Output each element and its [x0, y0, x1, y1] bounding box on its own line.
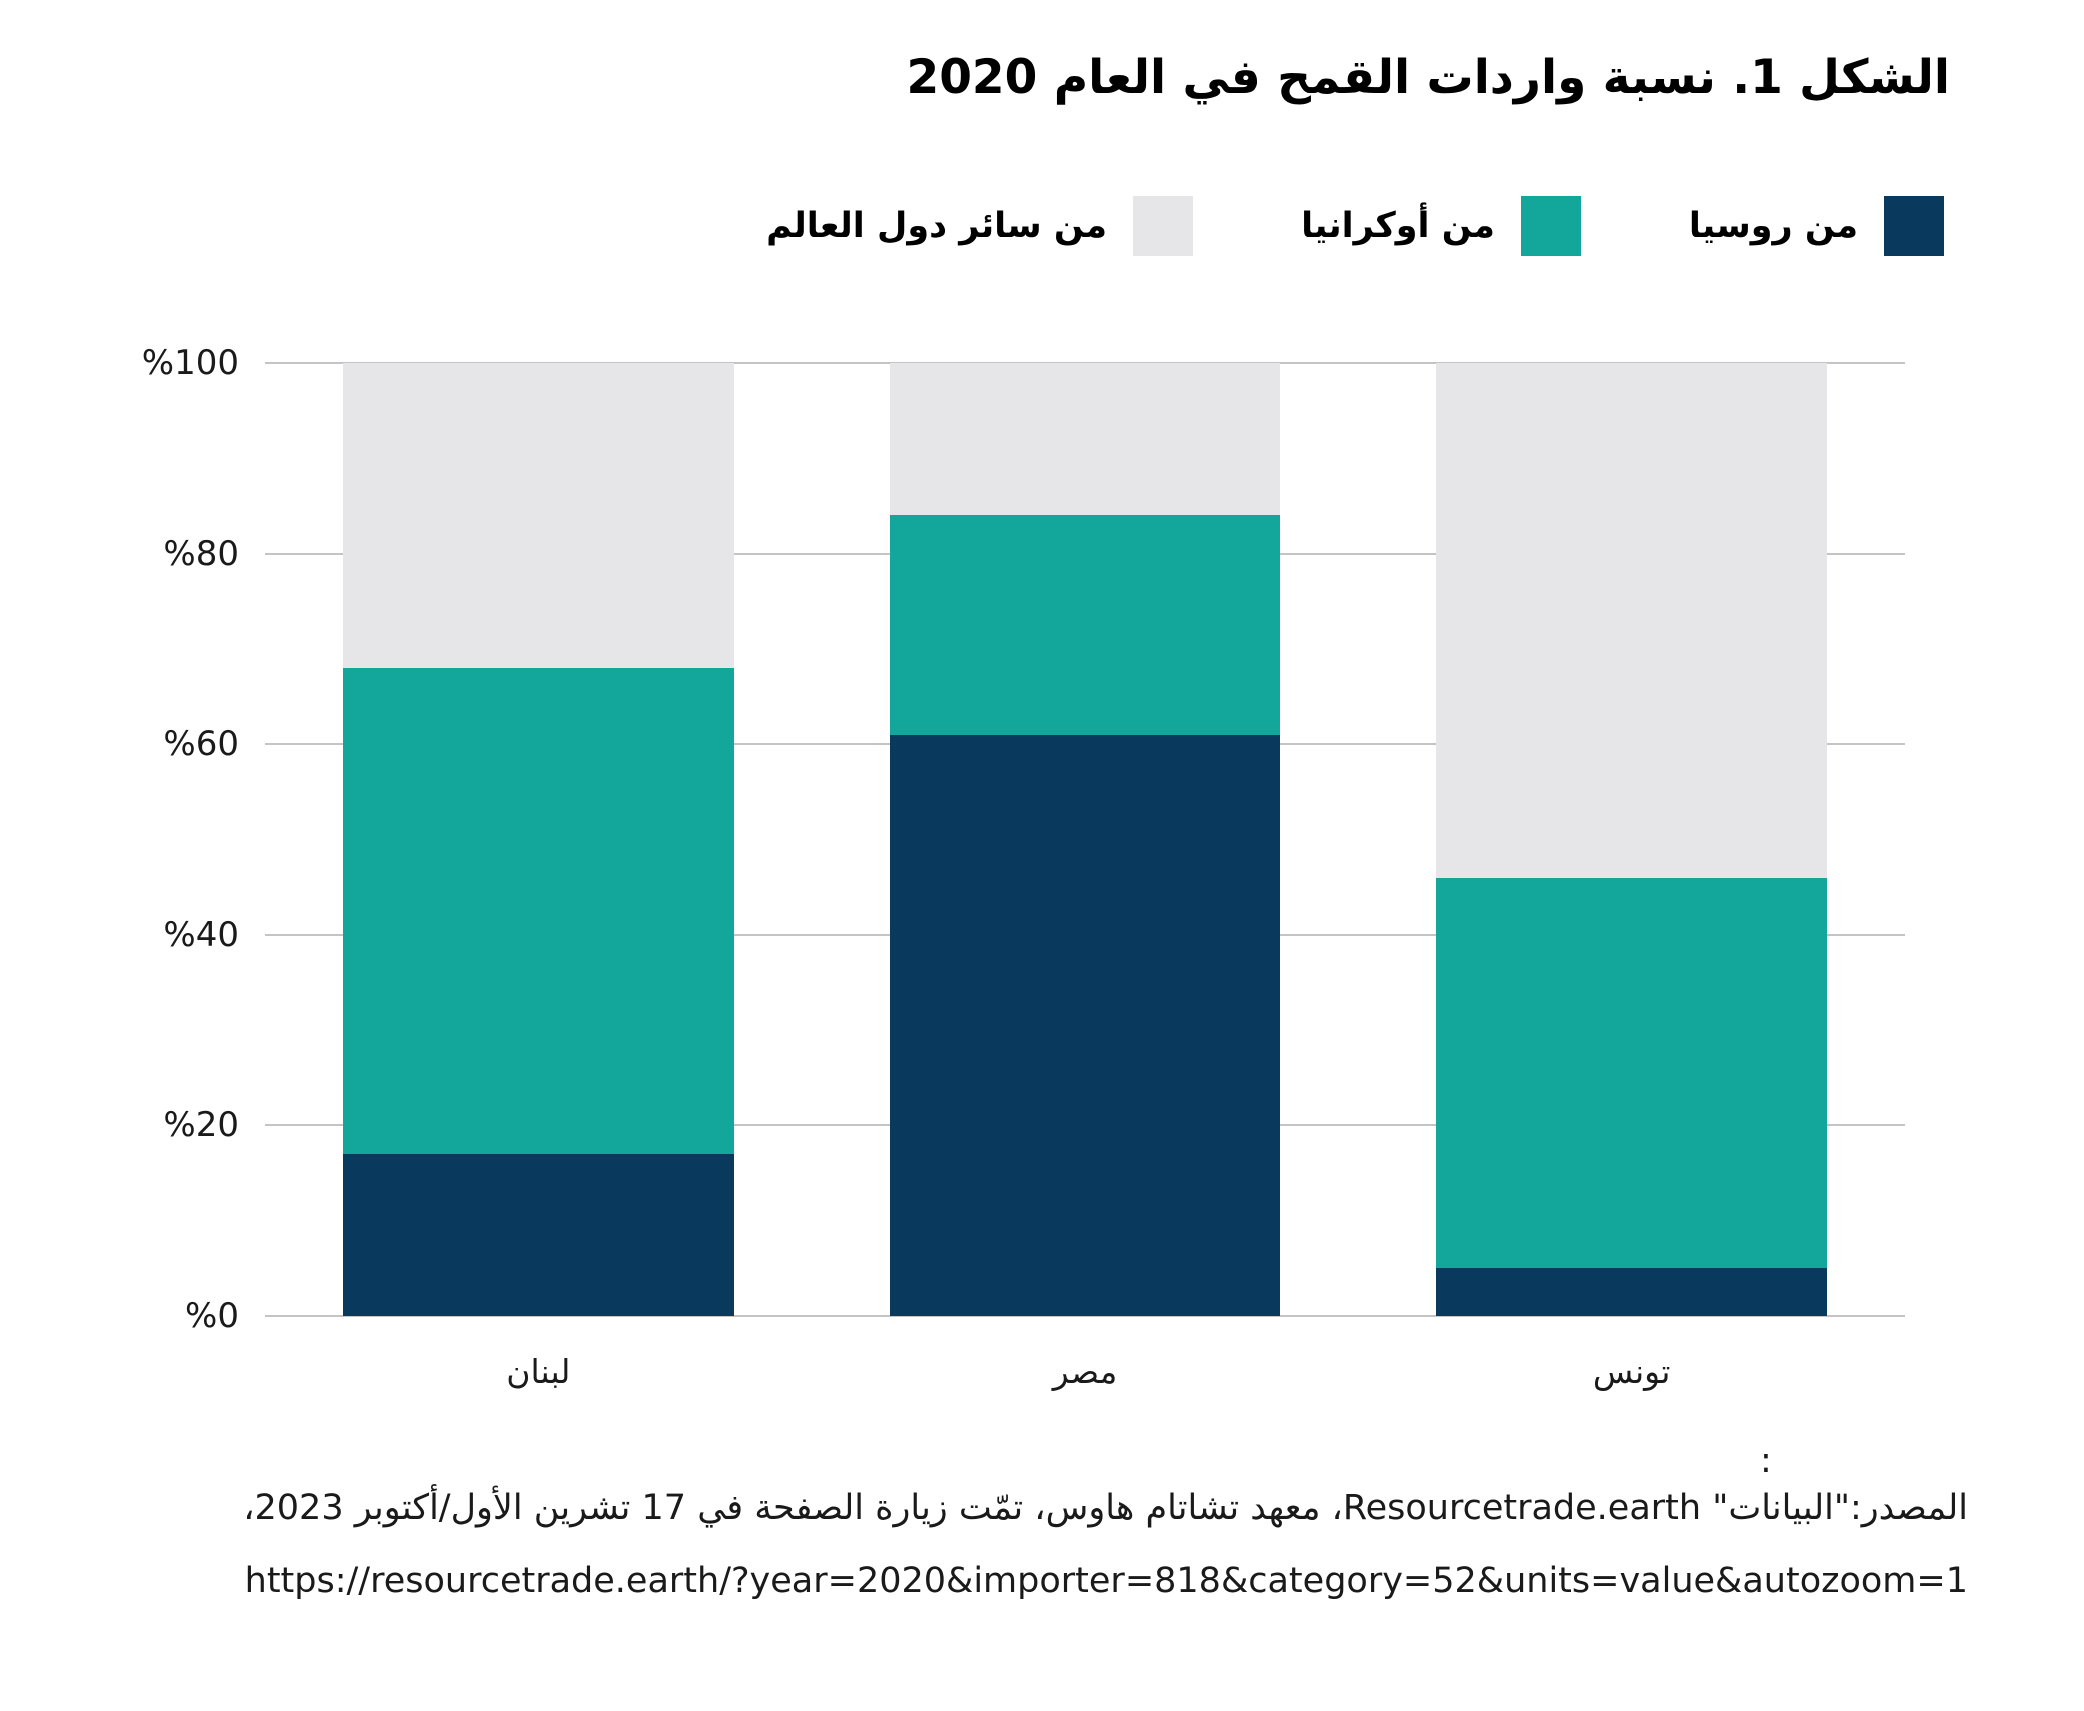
legend-item-russia: من روسيا: [1689, 196, 1944, 256]
ukraine-color-swatch: [1520, 196, 1581, 256]
bar-lebanon: [342, 363, 734, 1316]
segment-ukraine-tunisia: [1436, 877, 1828, 1269]
y-axis-tick-0: %0: [185, 1296, 239, 1336]
figure-title: الشكل 1. نسبة واردات القمح في العام 2020: [906, 50, 1950, 105]
gridline-0: [265, 1315, 1905, 1317]
source-note: المصدر:"البيانات" Resourcetrade.earth، م…: [200, 1484, 1968, 1606]
source-url-text: https://resourcetrade.earth/?year=2020&i…: [244, 1561, 1968, 1601]
y-axis-tick-60: %60: [163, 724, 239, 765]
segment-russia-egypt: [889, 734, 1281, 1316]
segment-rest-of-world-lebanon: [342, 363, 734, 668]
segment-ukraine-lebanon: [342, 667, 734, 1154]
segment-rest-of-world-egypt: [889, 363, 1281, 516]
y-axis-tick-100: %100: [141, 343, 239, 383]
legend-item-ukraine: من أوكرانيا: [1301, 196, 1581, 256]
stacked-bar-chart: %0 %20 %40 %60 %80 %100: [142, 346, 1905, 1333]
segment-russia-lebanon: [342, 1154, 734, 1316]
russia-color-swatch: [1884, 196, 1944, 256]
stray-colon-text: :: [1760, 1441, 1772, 1481]
y-axis-tick-80: %80: [163, 533, 239, 574]
legend-label-russia: من روسيا: [1688, 206, 1858, 246]
x-axis-labels: لبنان مصر تونس: [265, 1352, 1905, 1391]
legend-label-ukraine: من أوكرانيا: [1301, 206, 1495, 246]
gridline-100: [265, 362, 1905, 364]
bar-slot-tunisia: [1358, 363, 1905, 1316]
bar-slot-egypt: [812, 363, 1359, 1316]
bars-container: [265, 363, 1905, 1316]
x-label-tunisia: تونس: [1592, 1352, 1671, 1391]
x-label-egypt: مصر: [1052, 1352, 1118, 1391]
y-axis-tick-40: %40: [163, 914, 239, 955]
bar-slot-lebanon: [265, 363, 812, 1316]
legend-item-rest-of-world: من سائر دول العالم: [766, 196, 1194, 256]
segment-ukraine-egypt: [889, 515, 1281, 735]
legend-label-rest-of-world: من سائر دول العالم: [766, 206, 1108, 246]
bar-egypt: [889, 363, 1281, 1316]
segment-rest-of-world-tunisia: [1436, 363, 1828, 878]
y-axis-tick-20: %20: [163, 1105, 239, 1146]
chart-legend: من روسيا من أوكرانيا من سائر دول العالم: [766, 196, 1944, 256]
bar-tunisia: [1436, 363, 1828, 1316]
source-citation-text: المصدر:"البيانات" Resourcetrade.earth، م…: [243, 1488, 1968, 1528]
x-label-lebanon: لبنان: [506, 1352, 571, 1391]
segment-russia-tunisia: [1436, 1268, 1828, 1316]
rest-of-world-color-swatch: [1133, 196, 1194, 256]
